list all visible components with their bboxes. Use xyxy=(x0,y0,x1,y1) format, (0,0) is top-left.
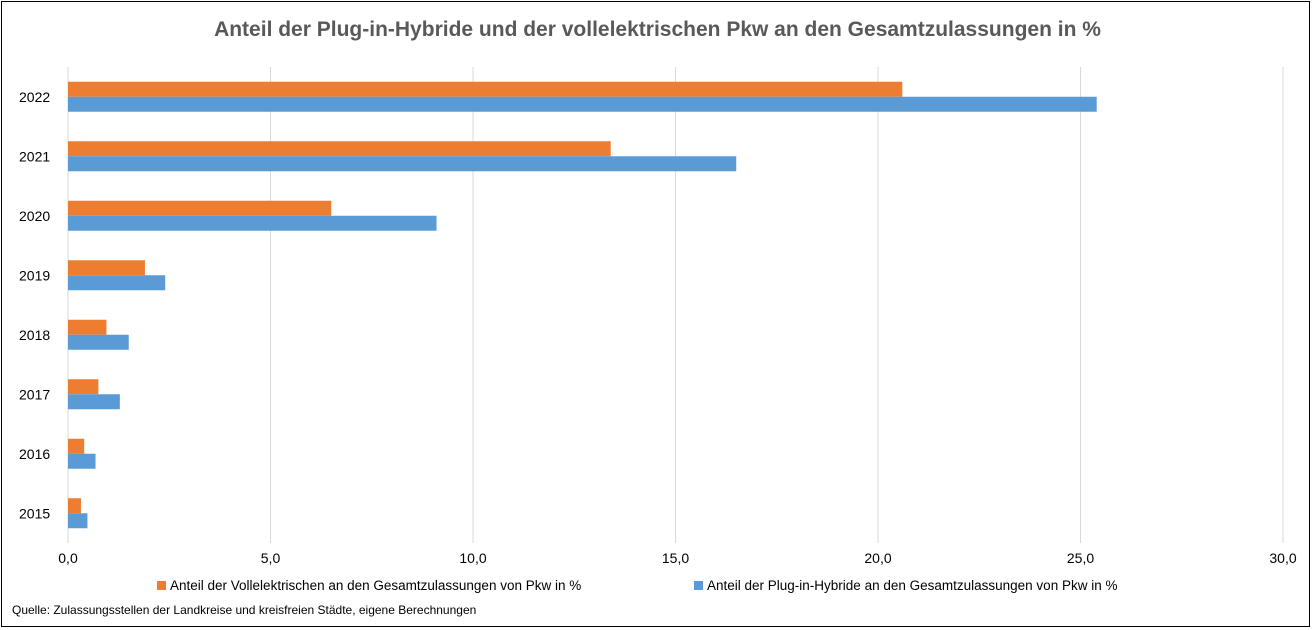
x-tick-label: 15,0 xyxy=(662,550,689,566)
bar-vollelektrisch xyxy=(68,200,332,216)
bar-plug-in-hybride xyxy=(68,215,437,231)
bar-vollelektrisch xyxy=(68,379,99,395)
y-tick-label: 2019 xyxy=(19,267,50,283)
x-tick-label: 20,0 xyxy=(864,550,891,566)
bar-vollelektrisch xyxy=(68,81,903,97)
bar-vollelektrisch xyxy=(68,141,611,157)
bar-plug-in-hybride xyxy=(68,513,88,529)
bar-vollelektrisch xyxy=(68,498,81,514)
x-tick-label: 0,0 xyxy=(58,550,78,566)
legend-item-plug-in-hybride: Anteil der Plug-in-Hybride an den Gesamt… xyxy=(694,578,1117,593)
y-tick-label: 2017 xyxy=(19,386,50,402)
x-tick-label: 25,0 xyxy=(1067,550,1094,566)
source-note: Quelle: Zulassungsstellen der Landkreise… xyxy=(12,603,477,617)
x-tick-label: 5,0 xyxy=(261,550,281,566)
bar-plug-in-hybride xyxy=(68,96,1097,112)
y-tick-label: 2022 xyxy=(19,89,50,105)
bar-vollelektrisch xyxy=(68,260,145,276)
legend-label-vollelektrisch: Anteil der Vollelektrischen an den Gesam… xyxy=(170,578,582,593)
bar-plug-in-hybride xyxy=(68,275,166,291)
y-tick-label: 2020 xyxy=(19,208,50,224)
bar-vollelektrisch xyxy=(68,438,85,454)
legend-label-plug-in-hybride: Anteil der Plug-in-Hybride an den Gesamt… xyxy=(707,578,1118,593)
legend-swatch-plug-in-hybride xyxy=(694,581,703,590)
y-tick-label: 2015 xyxy=(19,505,50,521)
x-tick-label: 30,0 xyxy=(1269,550,1296,566)
y-tick-label: 2021 xyxy=(19,148,50,164)
bar-vollelektrisch xyxy=(68,319,107,335)
x-tick-label: 10,0 xyxy=(459,550,486,566)
y-tick-label: 2016 xyxy=(19,446,50,462)
y-tick-label: 2018 xyxy=(19,327,50,343)
bar-plug-in-hybride xyxy=(68,394,120,410)
bar-plug-in-hybride xyxy=(68,156,737,172)
legend-swatch-vollelektrisch xyxy=(157,581,166,590)
chart-title: Anteil der Plug-in-Hybride und der volle… xyxy=(214,18,1101,41)
bar-plug-in-hybride xyxy=(68,334,129,350)
legend-item-vollelektrisch: Anteil der Vollelektrischen an den Gesam… xyxy=(157,578,581,593)
bar-plug-in-hybride xyxy=(68,453,96,469)
